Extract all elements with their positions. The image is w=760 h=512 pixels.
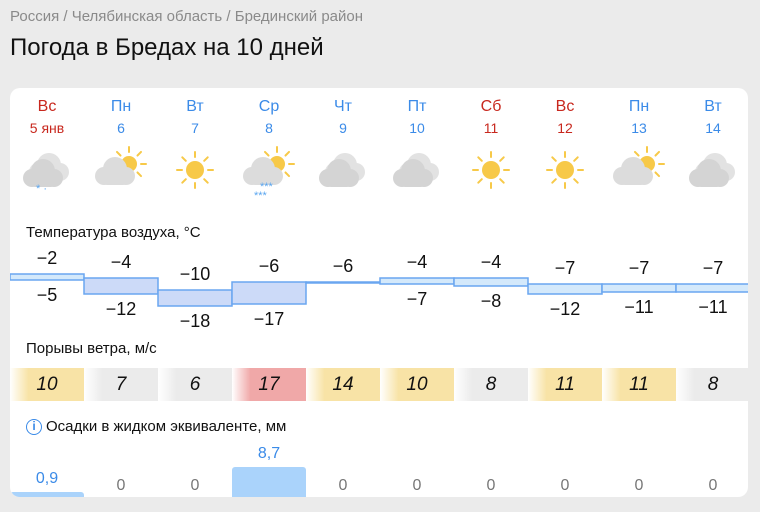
precip-value: 0 [116, 477, 126, 494]
svg-text:* ·: * · [36, 183, 47, 195]
precip-value: 0 [486, 477, 496, 494]
temp-max: −4 [406, 252, 428, 272]
wind-gust-cell: 7 [84, 368, 158, 401]
wind-gust-cell: 17 [232, 368, 306, 401]
partly-cloudy-icon [602, 146, 676, 192]
wind-gust-cell: 14 [306, 368, 380, 401]
precip-label-row: i Осадки в жидком эквиваленте, мм [26, 418, 286, 435]
wind-gust-cell: 8 [454, 368, 528, 401]
temp-min: −11 [624, 297, 654, 317]
day-date[interactable]: 14 [705, 120, 721, 136]
day-date[interactable]: 7 [191, 120, 199, 136]
day-of-week[interactable]: Сб [480, 98, 502, 115]
temperature-band [83, 277, 159, 295]
day-of-week[interactable]: Вс [555, 98, 575, 115]
precip-value: 8,7 [257, 445, 281, 462]
wind-gust-cell: 6 [158, 368, 232, 401]
precip-value: 0 [708, 477, 718, 494]
partly-cloudy-icon [84, 146, 158, 192]
cloudy-icon [676, 146, 748, 192]
wind-gust-cell: 11 [528, 368, 602, 401]
temperature-band [157, 289, 233, 307]
temperature-band [527, 283, 603, 295]
sun-icon [158, 146, 232, 192]
temp-min: −5 [36, 285, 58, 305]
page-title: Погода в Бредах на 10 дней [10, 34, 324, 61]
cloudy-icon [380, 146, 454, 192]
wind-gust-cell: 10 [10, 368, 84, 401]
precip-label: Осадки в жидком эквиваленте, мм [46, 418, 287, 435]
wind-label: Порывы ветра, м/с [26, 340, 157, 357]
cloudy-snow-rain-icon: * · [10, 146, 84, 195]
day-date[interactable]: 10 [409, 120, 425, 136]
breadcrumb[interactable]: Россия / Челябинская область / Бредински… [10, 8, 364, 25]
sun-icon [528, 146, 602, 192]
temp-min: −12 [105, 299, 137, 319]
temperature-band [305, 281, 381, 284]
temp-max: −7 [628, 258, 650, 278]
temperature-band [379, 277, 455, 285]
sun-icon [454, 146, 528, 192]
temp-max: −4 [110, 252, 132, 272]
cloudy-icon [306, 146, 380, 192]
precip-value: 0 [190, 477, 200, 494]
day-of-week[interactable]: Вт [704, 98, 722, 115]
day-of-week[interactable]: Вт [186, 98, 204, 115]
wind-gust-cell: 8 [676, 368, 748, 401]
day-of-week[interactable]: Пн [110, 98, 132, 115]
temp-max: −2 [36, 248, 58, 268]
day-date[interactable]: 11 [483, 120, 499, 136]
temperature-band [675, 283, 748, 293]
info-icon[interactable]: i [26, 418, 42, 435]
svg-text:***: *** [260, 181, 274, 193]
precip-value: 0 [338, 477, 348, 494]
temp-max: −6 [258, 256, 280, 276]
day-date[interactable]: 13 [631, 120, 647, 136]
temp-max: −10 [179, 264, 211, 284]
day-date[interactable]: 6 [117, 120, 125, 136]
precip-bar [10, 492, 84, 497]
day-date[interactable]: 8 [265, 120, 273, 136]
day-of-week[interactable]: Пт [407, 98, 427, 115]
temp-max: −7 [702, 258, 724, 278]
precip-value: 0,9 [35, 470, 59, 487]
temp-max: −4 [480, 252, 502, 272]
precip-value: 0 [634, 477, 644, 494]
temp-min: −7 [406, 289, 428, 309]
temperature-band [10, 273, 85, 281]
temperature-label: Температура воздуха, °C [26, 224, 201, 241]
forecast-card: Температура воздуха, °C Порывы ветра, м/… [10, 88, 748, 497]
day-of-week[interactable]: Ср [258, 98, 280, 115]
temp-min: −11 [698, 297, 728, 317]
temp-min: −17 [253, 309, 285, 329]
temperature-band [453, 277, 529, 287]
day-of-week[interactable]: Вс [37, 98, 57, 115]
wind-gust-cell: 10 [380, 368, 454, 401]
temp-max: −6 [332, 256, 354, 276]
day-date[interactable]: 12 [557, 120, 573, 136]
temp-max: −7 [554, 258, 576, 278]
temp-min: −12 [549, 299, 581, 319]
wind-gust-cell: 11 [602, 368, 676, 401]
day-date[interactable]: 9 [339, 120, 347, 136]
temp-min: −8 [480, 291, 502, 311]
temperature-band [601, 283, 677, 293]
day-of-week[interactable]: Пн [628, 98, 650, 115]
precip-bar [232, 467, 306, 497]
svg-text:***: *** [254, 190, 268, 202]
day-of-week[interactable]: Чт [334, 98, 352, 115]
precip-value: 0 [560, 477, 570, 494]
temp-min: −18 [179, 311, 211, 331]
day-date[interactable]: 5 янв [29, 120, 65, 136]
temperature-band [231, 281, 307, 305]
precip-value: 0 [412, 477, 422, 494]
partly-cloudy-snow-icon: *** *** [232, 146, 306, 202]
